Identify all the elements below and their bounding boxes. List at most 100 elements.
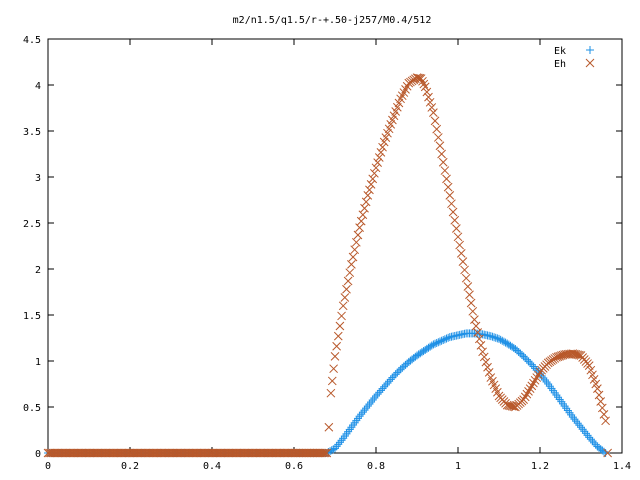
data-point [353,230,363,240]
data-point [418,76,427,86]
data-point [361,197,371,207]
x-tick-label: 0.2 [121,461,139,472]
data-point [590,438,599,447]
data-point [333,331,343,341]
y-tick-label: 1 [35,357,41,368]
y-tick-label: 3.5 [23,127,41,138]
data-point [448,207,458,217]
data-point [365,185,374,195]
data-point [443,182,453,192]
data-point [465,290,474,300]
data-point [337,311,346,321]
data-point [347,260,356,269]
data-point [335,438,344,447]
legend: Ek Eh [554,46,595,70]
data-point [530,375,540,385]
legend-label-ek: Ek [554,46,566,57]
data-point [422,87,432,97]
data-point [380,382,389,391]
data-point [588,437,597,446]
data-point [356,216,366,226]
data-point [490,333,499,342]
x-tick-label: 0.6 [285,461,303,472]
data-point [358,408,367,417]
data-point [383,128,392,138]
data-point [483,362,492,372]
data-point [495,334,503,343]
data-point [555,351,565,361]
y-tick-label: 0 [35,449,41,460]
data-point [479,352,489,362]
data-point [358,210,368,220]
data-point [431,339,440,348]
y-tick-label: 3 [35,173,41,184]
data-point [601,416,610,426]
data-point [357,410,366,419]
x-tick-label: 0.4 [203,461,221,472]
x-axis: 0 0.2 0.4 0.6 0.8 1 1.2 1.4 [45,39,631,472]
x-tick-label: 1.2 [531,461,549,472]
data-point [424,92,433,102]
data-point [332,442,341,451]
data-point [534,370,543,380]
data-point [372,391,380,400]
data-point [522,389,532,399]
data-point [521,354,530,363]
data-point [425,97,435,107]
data-point [370,393,379,402]
data-point [476,341,486,350]
data-point [585,433,594,442]
data-point [553,352,563,362]
data-point [378,384,387,393]
data-point [493,334,502,343]
data-point [440,166,450,175]
data-point [342,284,351,294]
data-point [435,141,445,151]
data-point [478,347,487,357]
data-point [568,413,577,422]
data-point [345,268,355,278]
data-point [416,74,426,83]
data-point [573,419,582,428]
data-point [383,379,392,388]
y-tick-label: 4.5 [23,35,41,46]
y-tick-label: 2.5 [23,219,41,230]
data-point [522,355,531,364]
data-point [473,328,483,337]
data-point [589,375,599,384]
data-point [460,265,469,275]
data-point [529,378,538,388]
chart-title: m2/n1.5/q1.5/r-+.50-j257/M0.4/512 [233,15,432,26]
data-point [542,377,551,386]
data-point [491,333,500,342]
data-point [371,163,381,173]
data-point [340,293,350,302]
data-point [444,333,453,342]
y-tick-label: 1.5 [23,311,41,322]
data-point [484,368,494,377]
data-point [577,423,585,432]
x-tick-label: 0 [45,461,51,472]
data-point [578,425,587,434]
y-axis: 0 0.5 1 1.5 2 2.5 3 3.5 4 4.5 [23,35,622,460]
data-point [519,395,528,404]
data-point [427,341,436,350]
data-point [486,332,495,341]
data-point [525,384,535,393]
data-point [324,422,334,432]
data-point [520,392,530,402]
data-point [393,368,402,377]
data-point [385,377,394,386]
data-point [466,298,476,308]
data-point [463,282,473,291]
data-point [391,370,400,379]
data-point [335,321,345,331]
data-point [368,174,378,184]
data-point [524,357,533,366]
data-point [432,338,441,347]
data-point [540,375,549,384]
data-point [527,360,536,369]
data-point [499,337,508,346]
data-point [370,168,379,178]
data-point [501,338,510,347]
